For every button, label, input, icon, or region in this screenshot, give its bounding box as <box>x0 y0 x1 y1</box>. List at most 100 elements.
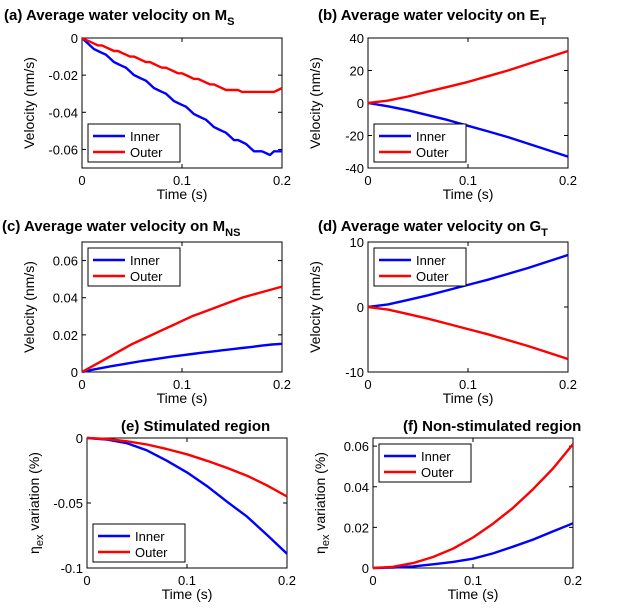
x-axis-label: Time (s) <box>443 186 494 202</box>
legend-box <box>87 247 181 287</box>
x-axis-label: Time (s) <box>448 586 499 602</box>
x-tick-label: 0 <box>364 377 371 392</box>
y-tick-label: -0.06 <box>48 142 78 157</box>
x-tick-label: 0.1 <box>464 573 482 588</box>
chart-title: (c) Average water velocity on MNS <box>2 218 240 239</box>
series-line-outer <box>81 285 283 374</box>
x-tick-label: 0 <box>364 173 371 188</box>
chart-title: (e) Stimulated region <box>121 418 270 435</box>
chart-title: (f) Non-stimulated region <box>403 418 581 435</box>
x-tick-label: 0.1 <box>459 173 477 188</box>
y-tick-label: 10 <box>350 235 364 250</box>
legend-box <box>87 123 181 163</box>
legend-box <box>378 443 472 483</box>
x-tick-label: 0.2 <box>559 173 577 188</box>
y-axis-label-rest: variation (%) <box>26 452 42 534</box>
y-tick-label: 0.02 <box>53 328 78 343</box>
legend-label-inner: Inner <box>135 529 165 544</box>
series-line-inner <box>372 522 574 570</box>
chart-title: (d) Average water velocity on GT <box>318 218 548 239</box>
x-axis-label: Time (s) <box>443 390 494 406</box>
legend-label-outer: Outer <box>416 269 449 284</box>
chart-title-subscript: T <box>539 16 546 28</box>
legend-label-outer: Outer <box>130 269 163 284</box>
y-tick-label: -0.04 <box>48 105 78 120</box>
x-tick-label: 0.2 <box>278 573 296 588</box>
y-axis-label-rest: variation (%) <box>312 452 328 534</box>
legend-label-outer: Outer <box>416 145 449 160</box>
legend-label-outer: Outer <box>130 145 163 160</box>
y-tick-label: -0.05 <box>53 496 83 511</box>
x-tick-label: 0 <box>369 573 376 588</box>
legend-label-outer: Outer <box>421 465 454 480</box>
y-tick-label: 0 <box>357 96 364 111</box>
x-axis-label: Time (s) <box>157 186 208 202</box>
y-tick-label: -40 <box>345 161 364 176</box>
x-tick-label: 0.1 <box>173 377 191 392</box>
y-tick-label: 20 <box>350 64 364 79</box>
y-axis-label: ηex variation (%) <box>26 452 46 554</box>
y-tick-label: -0.02 <box>48 68 78 83</box>
y-tick-label: 0 <box>71 365 78 380</box>
series-line-outer <box>372 443 574 570</box>
chart-title: (b) Average water velocity on ET <box>318 7 546 28</box>
chart-a: (a) Average water velocity on MS 0 0.1 0.2 0… <box>4 7 291 202</box>
y-tick-label: 40 <box>350 31 364 46</box>
y-tick-label: 0.06 <box>53 254 78 269</box>
chart-title: (a) Average water velocity on MS <box>4 7 234 28</box>
chart-b: (b) Average water velocity on ET 0 0.1 0.2 4… <box>307 7 577 202</box>
x-axis-label: Time (s) <box>157 390 208 406</box>
legend-box <box>373 123 467 163</box>
x-axis-label: Time (s) <box>162 586 213 602</box>
series-line-inner <box>367 101 569 158</box>
chart-c: (c) Average water velocity on MNS 0 0.1 0.2… <box>2 218 291 406</box>
series-line-outer <box>367 49 569 105</box>
y-axis-label-subscript: ex <box>34 534 46 546</box>
y-tick-label: 0 <box>362 561 369 576</box>
x-tick-label: 0.2 <box>564 573 582 588</box>
y-axis-label: Velocity (nm/s) <box>307 261 323 353</box>
legend-label-inner: Inner <box>416 129 446 144</box>
x-tick-label: 0 <box>78 377 85 392</box>
series-line-inner <box>367 253 569 309</box>
x-tick-label: 0.2 <box>273 173 291 188</box>
x-tick-label: 0.1 <box>178 573 196 588</box>
series-line-outer <box>81 36 283 94</box>
y-axis-label: Velocity (nm/s) <box>21 57 37 149</box>
legend-label-outer: Outer <box>135 545 168 560</box>
x-tick-label: 0.1 <box>459 377 477 392</box>
chart-f: (f) Non-stimulated region 0 0.1 0.2 0 0.02 0.0… <box>312 418 582 602</box>
x-tick-label: 0 <box>83 573 90 588</box>
chart-title-subscript: T <box>541 227 548 239</box>
y-axis-label: Velocity (nm/s) <box>307 57 323 149</box>
chart-e: (e) Stimulated region 0 0.1 0.2 0 -0.05 -0.1 Ti… <box>26 418 296 602</box>
series-line-inner <box>86 436 288 555</box>
y-tick-label: 0 <box>76 431 83 446</box>
y-axis-label-subscript: ex <box>320 534 332 546</box>
x-tick-label: 0 <box>78 173 85 188</box>
y-axis-label: ηex variation (%) <box>312 452 332 554</box>
chart-d: (d) Average water velocity on GT 0 0.1 0.2 1… <box>307 218 577 406</box>
y-tick-label: 0.04 <box>53 291 78 306</box>
legend-label-inner: Inner <box>416 253 446 268</box>
y-tick-label: -0.1 <box>61 561 83 576</box>
x-tick-label: 0.1 <box>173 173 191 188</box>
y-tick-label: 0.04 <box>344 480 369 495</box>
legend-box <box>92 523 186 563</box>
series-line-outer <box>367 305 569 361</box>
series-line-inner <box>81 342 283 374</box>
y-tick-label: 0 <box>71 31 78 46</box>
y-tick-label: -10 <box>345 365 364 380</box>
legend-label-inner: Inner <box>130 253 160 268</box>
series-line-inner <box>81 37 282 157</box>
y-tick-label: 0.06 <box>344 439 369 454</box>
legend-label-inner: Inner <box>130 129 160 144</box>
legend-label-inner: Inner <box>421 449 451 464</box>
x-tick-label: 0.2 <box>273 377 291 392</box>
chart-title-subscript: NS <box>225 227 240 239</box>
series-line-outer <box>86 436 288 498</box>
y-axis-label: Velocity (nm/s) <box>21 261 37 353</box>
legend-box <box>373 247 467 287</box>
y-tick-label: 0.02 <box>344 520 369 535</box>
